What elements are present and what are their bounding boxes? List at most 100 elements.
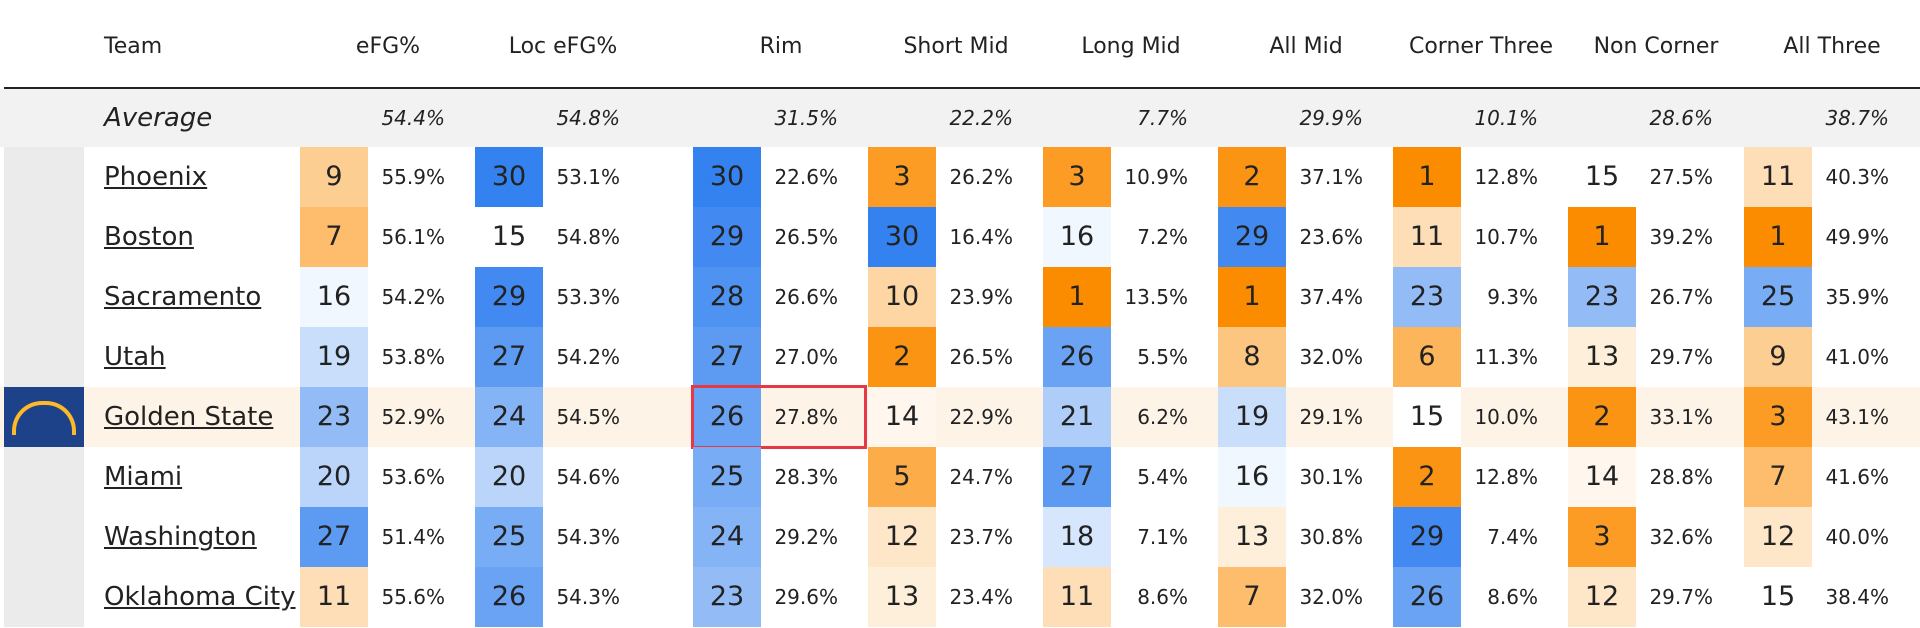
rank-cell: 11 [300, 567, 368, 627]
rank-cell: 29 [1218, 207, 1286, 267]
pct-cell: 54.2% [381, 285, 445, 309]
rank-cell: 7 [1744, 447, 1812, 507]
rank-cell: 8 [1218, 327, 1286, 387]
pct-cell: 11.3% [1474, 345, 1538, 369]
pct-cell: 26.7% [1649, 285, 1713, 309]
rank-cell: 16 [1218, 447, 1286, 507]
pct-cell: 26.2% [949, 165, 1013, 189]
pct-cell: 37.1% [1299, 165, 1363, 189]
rank-cell: 5 [868, 447, 936, 507]
pct-cell: 29.1% [1299, 405, 1363, 429]
header-cell: eFG% [355, 34, 421, 59]
pct-cell: 43.1% [1825, 405, 1889, 429]
pct-cell: 29.7% [1649, 345, 1713, 369]
rank-cell: 11 [1744, 147, 1812, 207]
rank-cell: 27 [693, 327, 761, 387]
average-value: 22.2% [949, 106, 1013, 130]
header-cell: Loc eFG% [508, 34, 618, 59]
team-name[interactable]: Phoenix [104, 162, 208, 192]
team-name[interactable]: Miami [104, 462, 183, 492]
rank-cell: 15 [1393, 387, 1461, 447]
header-cell: Non Corner [1593, 34, 1719, 59]
header-cell: Team [104, 34, 163, 59]
rank-cell: 1 [1568, 207, 1636, 267]
rank-cell: 7 [1218, 567, 1286, 627]
pct-cell: 53.3% [556, 285, 620, 309]
team-name[interactable]: Utah [104, 342, 166, 372]
rank-cell: 15 [1568, 147, 1636, 207]
rank-cell: 29 [475, 267, 543, 327]
average-value: 29.9% [1299, 106, 1363, 130]
pct-cell: 41.6% [1825, 465, 1889, 489]
rank-cell: 1 [1744, 207, 1812, 267]
rank-cell: 20 [300, 447, 368, 507]
pct-cell: 37.4% [1299, 285, 1363, 309]
rank-cell: 30 [693, 147, 761, 207]
pct-cell: 26.5% [774, 225, 838, 249]
rank-cell: 25 [1744, 267, 1812, 327]
pct-cell: 27.5% [1649, 165, 1713, 189]
rank-cell: 1 [1043, 267, 1111, 327]
pct-cell: 26.5% [949, 345, 1013, 369]
rank-cell: 26 [1043, 327, 1111, 387]
rank-cell: 9 [1744, 327, 1812, 387]
rank-cell: 10 [868, 267, 936, 327]
rank-cell: 23 [1393, 267, 1461, 327]
pct-cell: 22.9% [949, 405, 1013, 429]
pct-cell: 53.1% [556, 165, 620, 189]
team-name[interactable]: Sacramento [104, 282, 262, 312]
rank-cell: 14 [1568, 447, 1636, 507]
pct-cell: 5.5% [1137, 345, 1188, 369]
header-cell: Corner Three [1408, 34, 1553, 59]
rank-cell: 13 [868, 567, 936, 627]
rank-cell: 1 [1218, 267, 1286, 327]
team-name[interactable]: Oklahoma City [104, 582, 296, 612]
pct-cell: 54.3% [556, 525, 620, 549]
pct-cell: 27.8% [774, 405, 838, 429]
team-name[interactable]: Golden State [104, 402, 274, 432]
rank-cell: 26 [1393, 567, 1461, 627]
pct-cell: 32.0% [1299, 585, 1363, 609]
rank-cell: 11 [1043, 567, 1111, 627]
team-name[interactable]: Washington [104, 522, 257, 552]
pct-cell: 38.4% [1825, 585, 1889, 609]
rank-cell: 3 [1043, 147, 1111, 207]
team-logo [4, 567, 84, 627]
pct-cell: 12.8% [1474, 465, 1538, 489]
rank-cell: 29 [693, 207, 761, 267]
rank-cell: 25 [693, 447, 761, 507]
rank-cell: 28 [693, 267, 761, 327]
pct-cell: 13.5% [1124, 285, 1188, 309]
pct-cell: 54.3% [556, 585, 620, 609]
rank-cell: 9 [300, 147, 368, 207]
rank-cell: 27 [1043, 447, 1111, 507]
rank-cell: 19 [1218, 387, 1286, 447]
average-value: 7.7% [1137, 106, 1188, 130]
pct-cell: 30.1% [1299, 465, 1363, 489]
rank-cell: 24 [693, 507, 761, 567]
team-logo [4, 447, 84, 507]
selection-box [691, 385, 867, 449]
rank-cell: 15 [1744, 567, 1812, 627]
pct-cell: 16.4% [949, 225, 1013, 249]
rank-cell: 13 [1218, 507, 1286, 567]
rank-cell: 14 [868, 387, 936, 447]
pct-cell: 32.0% [1299, 345, 1363, 369]
pct-cell: 22.6% [774, 165, 838, 189]
rank-cell: 1 [1393, 147, 1461, 207]
pct-cell: 51.4% [381, 525, 445, 549]
team-name[interactable]: Boston [104, 222, 194, 252]
team-logo [4, 207, 84, 267]
average-value: 28.6% [1649, 106, 1713, 130]
pct-cell: 7.2% [1137, 225, 1188, 249]
pct-cell: 12.8% [1474, 165, 1538, 189]
pct-cell: 23.4% [949, 585, 1013, 609]
pct-cell: 23.6% [1299, 225, 1363, 249]
pct-cell: 54.2% [556, 345, 620, 369]
pct-cell: 8.6% [1137, 585, 1188, 609]
pct-cell: 54.6% [556, 465, 620, 489]
pct-cell: 35.9% [1825, 285, 1889, 309]
rank-cell: 6 [1393, 327, 1461, 387]
rank-cell: 18 [1043, 507, 1111, 567]
rank-cell: 23 [693, 567, 761, 627]
